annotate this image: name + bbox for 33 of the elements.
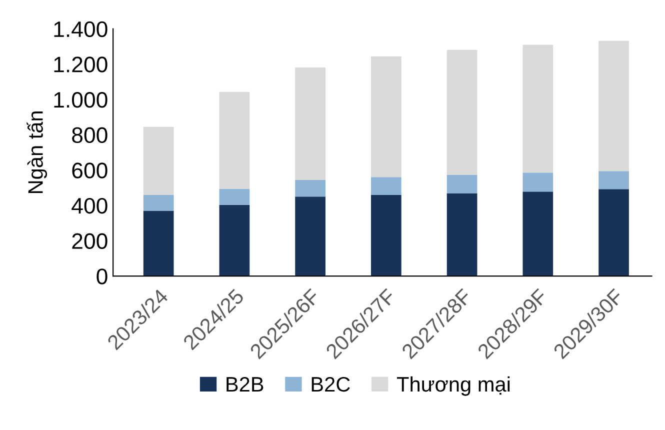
bar bbox=[370, 194, 402, 276]
bar bbox=[446, 50, 478, 175]
bar bbox=[522, 172, 554, 192]
bar bbox=[446, 174, 478, 194]
bar bbox=[143, 194, 174, 211]
legend-label: B2C bbox=[312, 376, 350, 392]
y-tick-label: 1.000 bbox=[54, 92, 108, 108]
y-tick-label: 0 bbox=[96, 268, 108, 284]
bar bbox=[598, 189, 629, 276]
bar bbox=[522, 192, 554, 276]
bar bbox=[219, 188, 250, 205]
bar bbox=[370, 56, 402, 178]
bar bbox=[522, 44, 554, 173]
bar bbox=[446, 193, 478, 276]
y-tick-label: 1.400 bbox=[54, 21, 108, 38]
y-tick-label: 400 bbox=[72, 198, 108, 214]
y-tick-label: 200 bbox=[72, 233, 108, 250]
y-tick-label: 600 bbox=[72, 162, 108, 178]
bar bbox=[598, 40, 629, 172]
bar bbox=[219, 204, 250, 276]
legend-label: B2B bbox=[226, 376, 264, 392]
bar bbox=[598, 171, 629, 190]
bar bbox=[295, 67, 326, 180]
bar bbox=[295, 180, 326, 197]
bar bbox=[143, 210, 174, 276]
y-axis-title: Ngàn tấn bbox=[26, 112, 48, 193]
y-tick-label: 1.200 bbox=[54, 56, 108, 72]
bar bbox=[370, 177, 402, 195]
bar bbox=[143, 126, 174, 195]
legend-label: Thương mại bbox=[396, 376, 510, 396]
y-tick-label: 800 bbox=[72, 127, 108, 144]
bar bbox=[219, 92, 250, 189]
bar bbox=[295, 196, 326, 276]
